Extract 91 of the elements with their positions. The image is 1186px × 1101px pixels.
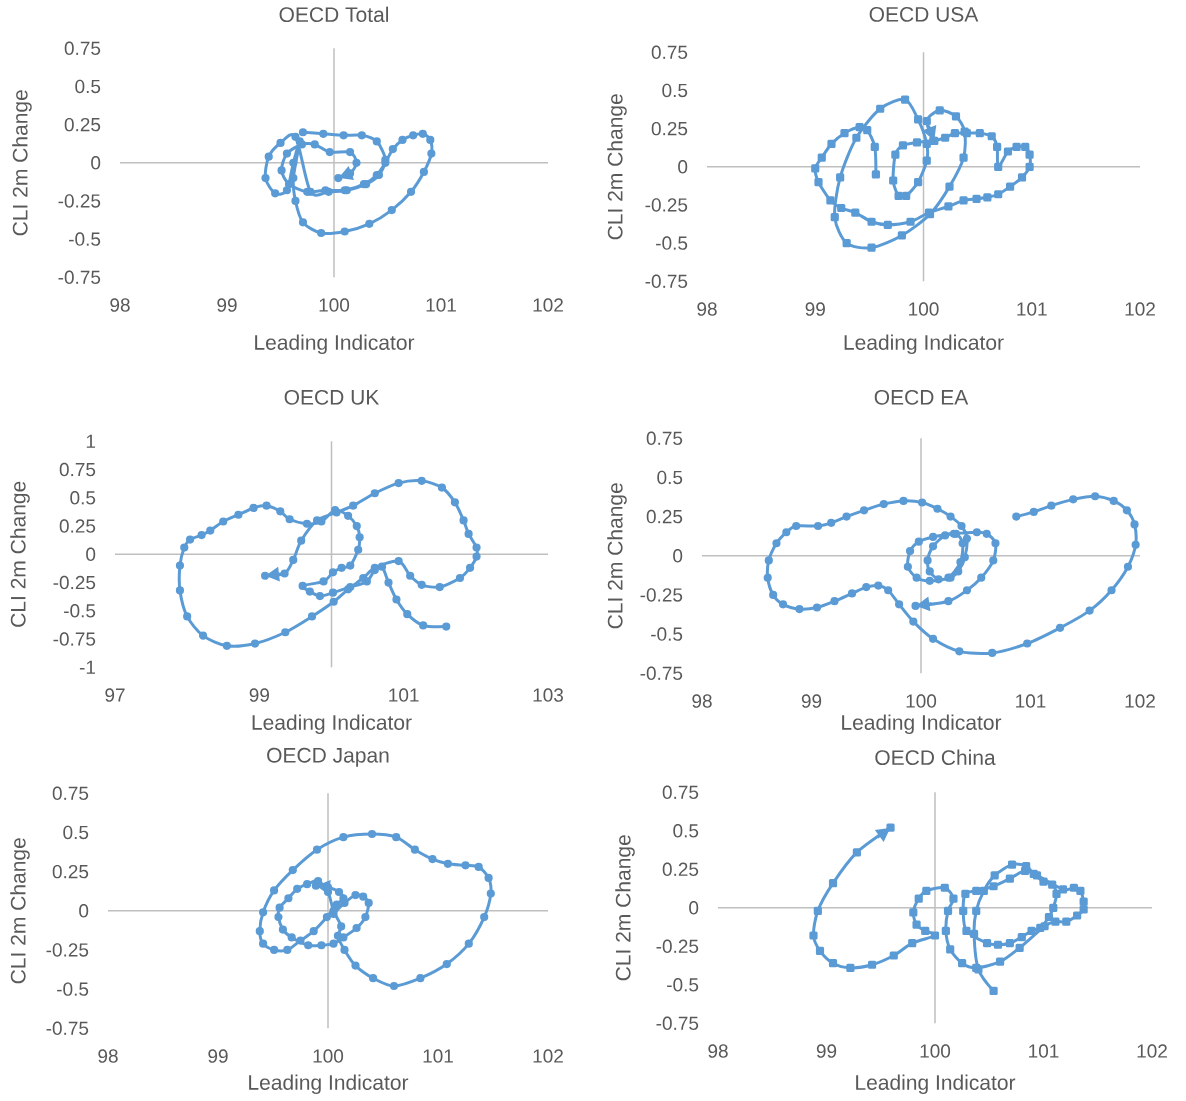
y-tick-label: 0.5 — [662, 83, 688, 98]
x-axis-title: Leading Indicator — [844, 334, 1004, 355]
y-tick-label: 0 — [689, 901, 699, 915]
x-tick-label: 99 — [249, 688, 269, 702]
y-tick-label: 0.5 — [75, 79, 101, 94]
x-axis-title: Leading Indicator — [856, 1074, 1016, 1095]
chart-title: OECD China — [875, 749, 996, 766]
x-tick-label: 99 — [217, 298, 237, 312]
y-tick-label: -0.25 — [46, 943, 89, 957]
x-tick-label: 98 — [697, 302, 717, 316]
y-tick-label: 0.75 — [59, 462, 96, 477]
y-axis-title: CLI 2m Change — [615, 835, 635, 981]
x-tick-label: 99 — [801, 694, 822, 708]
y-tick-label: -0.75 — [640, 666, 683, 681]
x-tick-label: 100 — [906, 694, 937, 708]
y-tick-label: -0.25 — [58, 194, 101, 208]
y-tick-label: -0.75 — [53, 632, 96, 646]
x-axis-title: Leading Indicator — [252, 714, 412, 735]
y-tick-label: 0.25 — [64, 118, 101, 132]
x-axis-title: Leading Indicator — [249, 1074, 409, 1095]
y-tick-label: -0.75 — [58, 270, 101, 285]
y-tick-label: 0.5 — [673, 824, 699, 838]
x-tick-label: 102 — [1125, 694, 1155, 708]
y-tick-label: 0.75 — [52, 786, 89, 801]
x-tick-label: 98 — [708, 1044, 728, 1058]
x-tick-label: 99 — [816, 1044, 837, 1058]
y-tick-label: -0.5 — [69, 232, 101, 246]
x-tick-label: 98 — [692, 694, 712, 708]
y-tick-label: -0.25 — [640, 588, 683, 602]
y-tick-label: -0.5 — [57, 982, 89, 996]
y-tick-label: 0.25 — [646, 510, 683, 524]
y-tick-label: -0.5 — [651, 627, 683, 641]
y-axis-title: CLI 2m Change — [12, 90, 32, 236]
y-tick-label: 0 — [91, 156, 101, 170]
y-axis-title: CLI 2m Change — [10, 838, 30, 984]
y-axis-title: CLI 2m Change — [607, 483, 627, 629]
x-tick-label: 98 — [110, 298, 130, 312]
y-tick-label: 0.75 — [646, 431, 683, 446]
x-tick-label: 100 — [909, 302, 939, 316]
y-tick-label: 0.5 — [657, 470, 683, 485]
x-tick-label: 102 — [1137, 1044, 1167, 1058]
y-tick-label: 0.75 — [651, 45, 688, 60]
y-tick-label: -0.25 — [656, 939, 699, 954]
x-tick-label: 101 — [1017, 302, 1047, 316]
y-tick-label: 0.25 — [52, 865, 89, 879]
x-tick-label: 101 — [1029, 1044, 1059, 1058]
y-tick-label: 0.25 — [59, 519, 96, 533]
x-tick-label: 101 — [389, 688, 419, 702]
x-tick-label: 102 — [533, 298, 563, 312]
y-tick-label: 0.25 — [651, 122, 688, 136]
chart-title: OECD EA — [874, 390, 969, 405]
x-tick-label: 100 — [319, 298, 350, 312]
y-tick-label: 0 — [678, 160, 688, 174]
y-tick-label: 0.5 — [63, 825, 89, 840]
x-axis-title: Leading Indicator — [255, 334, 415, 355]
x-tick-label: 99 — [805, 302, 825, 316]
y-tick-label: -0.5 — [667, 978, 699, 992]
chart-title: OECD UK — [284, 390, 380, 405]
y-tick-label: -0.5 — [656, 236, 688, 250]
y-axis-title: CLI 2m Change — [10, 481, 30, 627]
x-tick-label: 102 — [1125, 302, 1155, 316]
chart-title: OECD Japan — [267, 747, 389, 767]
y-tick-label: -0.75 — [645, 274, 688, 289]
x-tick-label: 101 — [423, 1049, 453, 1063]
y-axis-title: CLI 2m Change — [607, 94, 627, 240]
y-tick-label: 0 — [673, 549, 683, 563]
y-tick-label: 0.5 — [70, 491, 96, 505]
y-tick-label: 0 — [79, 904, 89, 918]
y-tick-label: -1 — [79, 660, 96, 674]
chart-title: OECD USA — [869, 7, 979, 22]
y-tick-label: -0.5 — [64, 604, 96, 618]
y-tick-label: 0.75 — [662, 785, 699, 800]
y-tick-label: -0.25 — [645, 198, 688, 212]
x-tick-label: 102 — [533, 1049, 563, 1063]
y-tick-label: 0.25 — [662, 862, 699, 877]
x-tick-label: 97 — [105, 688, 125, 702]
y-tick-label: -0.75 — [46, 1021, 89, 1036]
chart-title: OECD Total — [279, 6, 389, 23]
x-tick-label: 100 — [313, 1049, 344, 1063]
x-tick-label: 101 — [1016, 694, 1046, 708]
x-axis-title: Leading Indicator — [842, 714, 1002, 735]
x-tick-label: 100 — [920, 1044, 951, 1058]
x-tick-label: 101 — [426, 298, 456, 312]
x-tick-label: 98 — [98, 1049, 118, 1063]
x-tick-label: 103 — [533, 688, 563, 702]
y-tick-label: -0.75 — [656, 1016, 699, 1031]
y-tick-label: 0.75 — [64, 41, 101, 56]
y-tick-label: -0.25 — [53, 575, 96, 590]
y-tick-label: 1 — [86, 434, 96, 448]
y-tick-label: 0 — [86, 547, 96, 562]
x-tick-label: 99 — [208, 1049, 228, 1063]
